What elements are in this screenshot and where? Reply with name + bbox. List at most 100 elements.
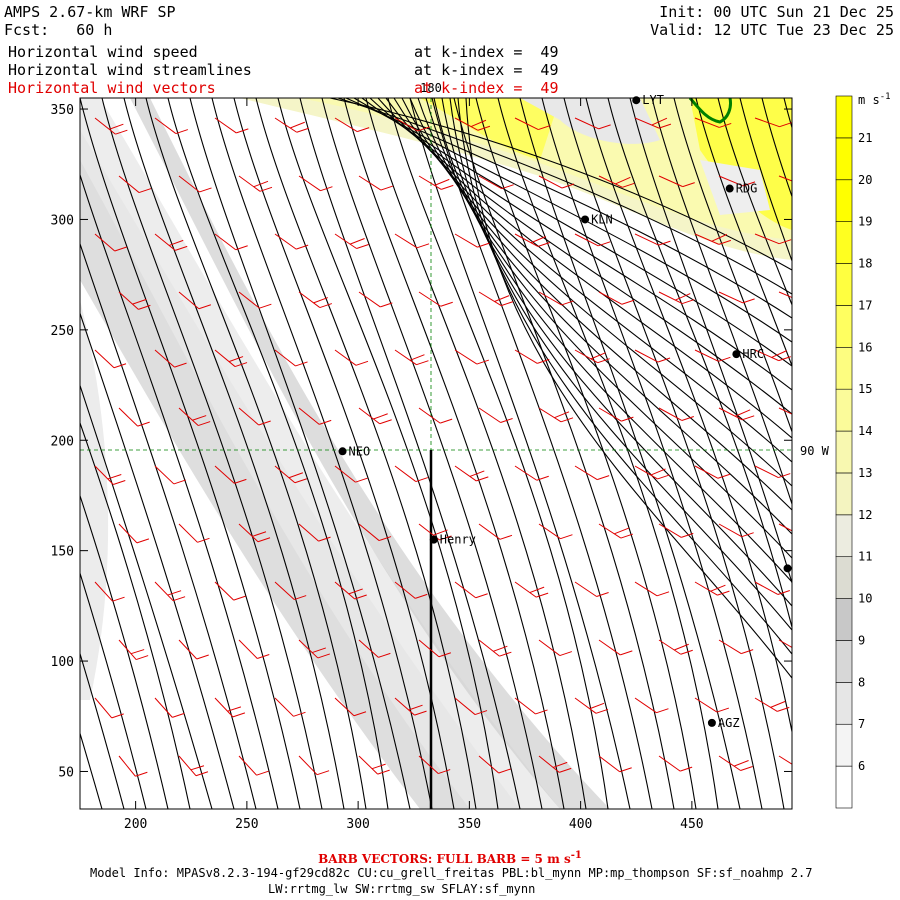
streamline (607, 98, 792, 630)
wind-barb-flag (440, 301, 453, 307)
wind-barb-flag (657, 474, 670, 480)
wind-barb (718, 639, 742, 655)
streamline (80, 311, 235, 809)
wind-barb (754, 697, 778, 712)
wind-barb (538, 175, 563, 189)
wind-barb (778, 175, 792, 182)
wind-barb (718, 523, 742, 538)
wind-barb-flag (559, 767, 572, 773)
wind-barb-flag (657, 357, 671, 363)
y-tick-label: 300 (51, 213, 74, 228)
wind-speed-shading (80, 98, 792, 809)
streamline (465, 98, 792, 679)
wind-barb (238, 175, 261, 192)
wind-barb (238, 523, 259, 543)
wind-barb (778, 755, 792, 765)
colorbar-tick-label: 20 (858, 173, 872, 187)
grid-label-parallel: 90 W (800, 444, 830, 458)
wind-barb (118, 639, 137, 660)
x-tick-label: 250 (235, 817, 258, 832)
y-tick-label: 200 (51, 434, 74, 449)
wind-barb (598, 407, 622, 422)
wind-barb-flag (619, 767, 632, 773)
wind-barb (598, 755, 620, 773)
field-line-streamlines-level: at k-index = 49 (414, 61, 559, 79)
streamline (695, 98, 792, 368)
wind-barb-flag (621, 416, 634, 422)
streamline (850, 98, 900, 809)
wind-barb-flag (681, 416, 694, 421)
station-label: Henry (440, 533, 476, 547)
colorbar-swatch (835, 640, 853, 683)
wind-barb-flag (717, 473, 731, 479)
wind-barb-flag (113, 363, 127, 369)
station-dot (632, 96, 641, 105)
wind-barb (394, 581, 416, 599)
wind-barb-flag (718, 356, 731, 362)
wind-barb-flag (529, 586, 545, 594)
wind-barb (694, 349, 719, 362)
streamline (457, 98, 792, 655)
wind-barb-flag (319, 419, 332, 425)
wind-barb (658, 407, 683, 421)
wind-barb-flag (234, 478, 247, 484)
colorbar-swatch (835, 346, 853, 390)
wind-barb-flag (353, 711, 367, 717)
wind-barb (334, 117, 358, 133)
wind-barb-flag (595, 708, 609, 714)
streamline (353, 98, 792, 343)
colorbar-tick-label: 12 (858, 508, 872, 522)
wind-barb-flag (682, 182, 695, 188)
wind-barb-flag (317, 653, 330, 659)
streamline (80, 421, 191, 809)
colorbar-swatch (835, 221, 853, 264)
wind-barb-flag (716, 707, 730, 713)
streamline (894, 98, 900, 809)
wind-barb (298, 291, 321, 308)
wind-barb (94, 117, 116, 135)
streamline (563, 98, 785, 809)
wind-barb-flag (192, 415, 207, 421)
wind-barb-flag (172, 596, 186, 602)
wind-barb (694, 581, 718, 596)
wind-barb-flag (379, 419, 392, 425)
wind-barb-flag (113, 480, 126, 485)
streamline (497, 98, 719, 809)
streamline (385, 98, 792, 439)
wind-barb-flag (679, 766, 693, 772)
wind-barb (694, 117, 720, 128)
wind-barb (118, 755, 136, 777)
wind-barb-flag (318, 536, 331, 542)
wind-barb (574, 349, 598, 364)
x-tick-label: 400 (569, 817, 592, 832)
streamline (441, 98, 792, 607)
wind-barb-flag (711, 233, 728, 242)
wind-barb (754, 465, 779, 479)
colorbar-tick-label: 7 (858, 717, 865, 731)
colorbar-swatch (835, 388, 853, 432)
wind-barb-flag (589, 702, 605, 710)
wind-barb-flag (167, 590, 182, 596)
wind-barb (334, 465, 356, 483)
wind-barb-flag (416, 360, 429, 366)
wind-barb-flag (537, 242, 550, 247)
wind-barb-flag (475, 593, 488, 599)
wind-barb-flag (717, 590, 730, 596)
wind-barb (538, 755, 560, 773)
wind-barb-flag (493, 645, 508, 652)
wind-barb (538, 639, 561, 656)
wind-barb (118, 175, 140, 193)
wind-barb (298, 639, 319, 659)
wind-barb (658, 755, 681, 772)
colorbar-swatch (835, 179, 853, 222)
wind-barb (214, 117, 237, 134)
colorbar-tick-label: 15 (858, 382, 872, 396)
wind-barb-flag (801, 766, 813, 770)
wind-barb (358, 639, 379, 658)
streamline (80, 651, 125, 809)
wind-barb-flag (777, 706, 790, 712)
wind-barb (634, 581, 658, 597)
wind-barb-flag (295, 244, 309, 250)
wind-barb-flag (501, 184, 514, 190)
wind-barb (514, 117, 539, 131)
